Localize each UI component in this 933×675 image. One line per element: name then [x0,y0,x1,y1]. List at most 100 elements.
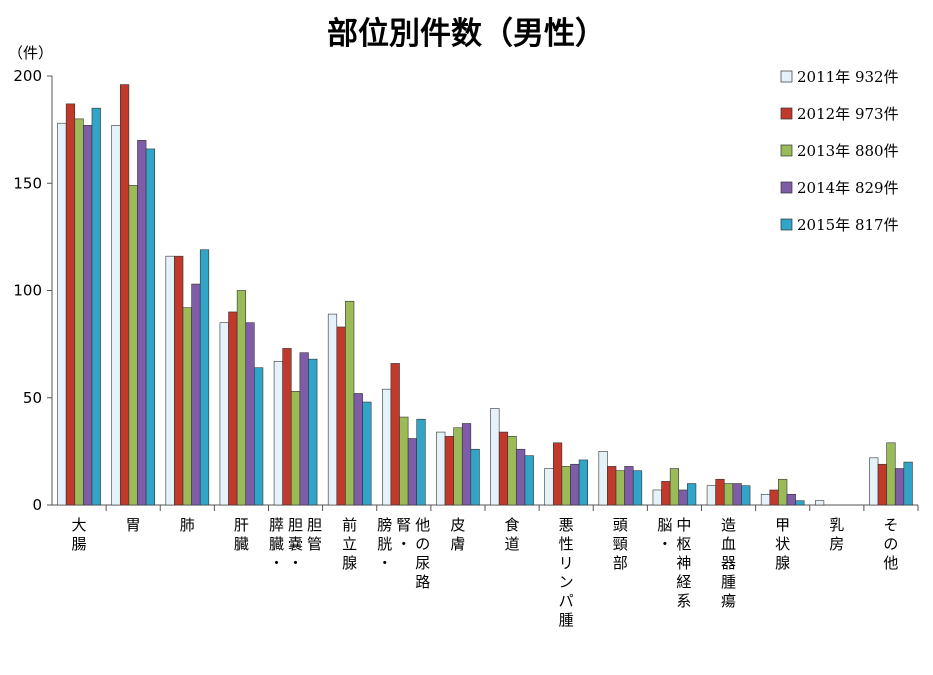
bar [715,478,725,506]
bar [191,283,201,506]
x-category-char: 枢 [676,535,691,553]
bar [345,300,355,506]
bar [91,107,101,506]
x-category-char: ・ [377,554,392,572]
bar [399,416,409,506]
y-tick-label: 150 [13,174,42,192]
bar [615,470,625,506]
x-category-char: 系 [676,592,691,610]
bar [461,423,472,506]
bar [544,468,554,506]
x-category-label: 胃 [126,516,141,534]
x-category-char: 胱 [377,535,392,553]
x-category-char: ・ [288,554,303,572]
bar [174,255,184,506]
bar [687,483,697,506]
bar [228,311,238,506]
x-category-char: 頭 [613,516,628,534]
bar [74,118,84,506]
x-category-char: 乳 [829,516,844,534]
x-category-char: 肝 [234,516,249,534]
bar [678,489,688,506]
bar [669,468,680,506]
chart-title: 部位別件数（男性） [327,16,606,52]
bar [290,391,301,506]
bar [282,348,292,506]
bar [236,290,247,506]
x-category-char: 脳 [657,516,672,534]
x-category-char: 膀 [377,516,392,534]
x-category-char: 膚 [450,535,465,553]
bar [723,483,734,506]
bar [877,463,887,506]
bar [137,140,147,506]
y-tick-label: 200 [13,67,42,85]
bar [273,360,283,506]
x-category-char: 悪 [559,516,574,534]
x-category-char: 頸 [613,535,628,553]
bar [165,255,175,506]
x-category-label: 大腸 [72,516,87,553]
legend-swatch [780,107,793,120]
x-category-char: ・ [657,535,672,553]
x-category-char: 他 [415,516,430,534]
bar [219,322,229,506]
bar [444,436,454,506]
bar [390,363,400,506]
bar [778,478,788,506]
bar [119,84,130,506]
bar [741,485,751,506]
x-category-char: ・ [396,535,411,553]
legend-entry: 2012年 973件 [797,105,899,123]
x-category-char: 血 [721,535,736,553]
x-category-label: 甲状腺 [775,516,790,572]
bar [561,466,571,506]
bar [353,393,363,506]
bar [327,313,338,506]
y-tick-label: 50 [23,389,42,407]
x-category-label: その他 [883,516,898,572]
bar [894,468,905,506]
bar [453,427,463,506]
x-category-char: 前 [342,516,357,534]
bar [336,326,346,506]
bar [57,122,67,506]
x-category-char: そ [883,516,898,534]
axes: 050100150200大腸胃肺肝臓膵臓・胆嚢・胆管前立腺膀胱・腎・他の尿路皮膚… [13,67,919,629]
bar [111,125,121,506]
bar [624,466,634,506]
x-category-label: 乳房 [829,516,844,553]
x-category-label: 頭頸部 [613,516,628,572]
bar [578,459,588,506]
x-category-char: の [415,535,430,553]
x-category-char: 腺 [775,554,790,572]
bar [245,322,255,506]
bar [436,431,446,506]
x-category-label: 前立腺 [342,516,357,572]
bar [382,388,392,506]
bar [498,431,509,506]
x-category-char: 胆 [307,516,322,534]
bar [516,448,526,506]
x-category-char: 立 [342,535,357,553]
bar [869,457,879,506]
bar [706,485,716,506]
x-category-label: 肺 [180,516,195,534]
x-category-char: 肺 [180,516,195,534]
x-category-char: 性 [559,535,574,553]
bar [199,249,210,506]
x-category-char: 尿 [415,554,430,572]
y-tick-label: 0 [32,496,42,514]
bar [407,438,418,506]
bar [182,307,192,506]
bar [607,466,617,506]
bar [362,401,372,506]
legend-swatch [780,218,793,231]
x-category-char: 腫 [559,611,574,629]
legend-entry: 2015年 817件 [797,216,899,234]
x-category-char: 腎 [396,516,411,534]
x-category-char: 路 [415,573,430,591]
